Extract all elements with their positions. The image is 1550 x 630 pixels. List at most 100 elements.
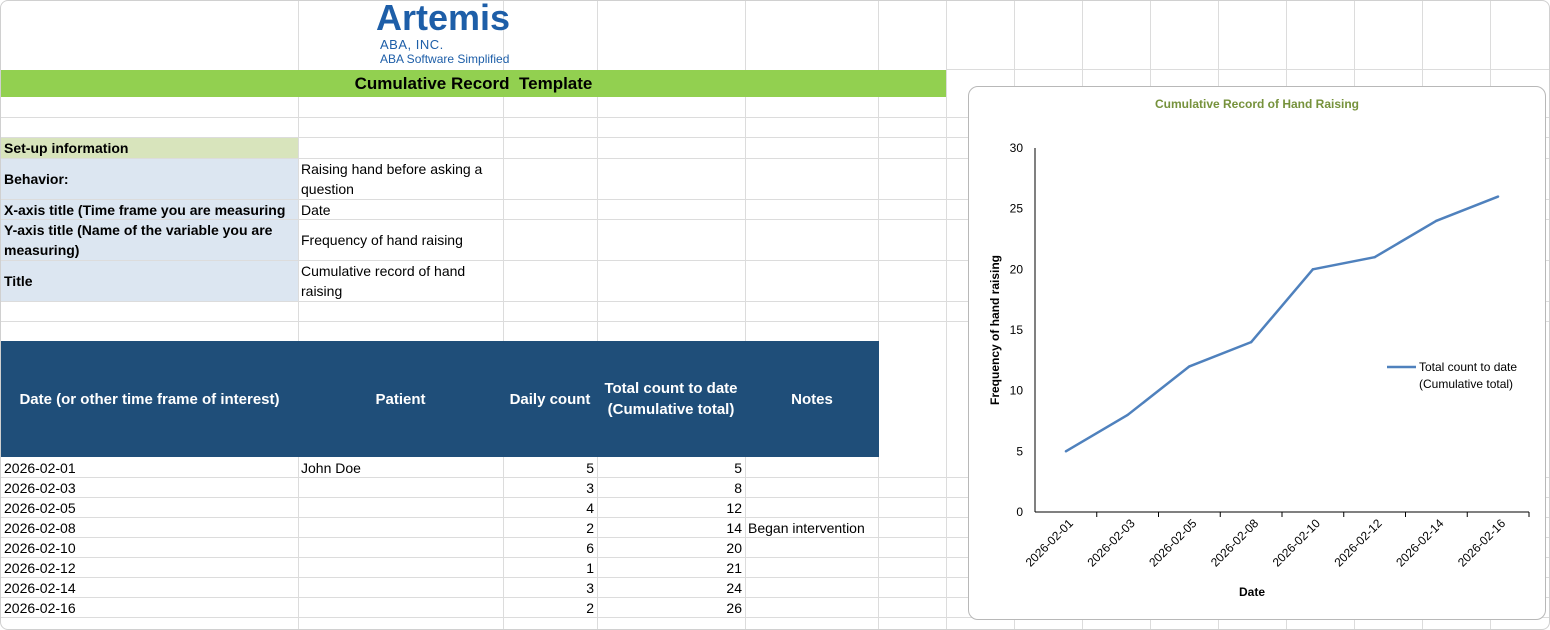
cell-total-count[interactable]: 8 <box>734 480 742 496</box>
y-tick-label: 10 <box>1010 384 1024 398</box>
setup-label-y-axis[interactable]: Y-axis title (Name of the variable you a… <box>1 220 298 260</box>
cell-patient[interactable] <box>298 478 503 498</box>
data-point <box>1249 340 1253 344</box>
legend-label: Total count to date <box>1419 360 1517 374</box>
data-point <box>1064 450 1068 453</box>
cell-date[interactable]: 2026-02-01 <box>4 460 76 476</box>
table-row: 2026-02-14 3 24 <box>1 578 879 598</box>
cell-daily-count[interactable]: 1 <box>586 560 594 576</box>
table-row: 2026-02-12 1 21 <box>1 558 879 578</box>
data-point <box>1126 413 1129 417</box>
cell-patient[interactable] <box>298 518 503 538</box>
cell-notes[interactable] <box>745 458 879 478</box>
column-header-daily-count[interactable]: Daily count <box>509 390 591 408</box>
grid-line <box>1 301 1549 302</box>
table-row: 2026-02-01 John Doe 5 5 <box>1 458 879 478</box>
y-tick-label: 25 <box>1010 202 1024 216</box>
setup-label-text: Y-axis title (Name of the variable you a… <box>4 222 273 258</box>
cell-daily-count[interactable]: 6 <box>586 540 594 556</box>
setup-value-behavior[interactable]: Raising hand before asking a question <box>298 159 503 199</box>
cell-date[interactable]: 2026-02-16 <box>4 600 76 616</box>
cell-date[interactable]: 2026-02-12 <box>4 560 76 576</box>
grid-line <box>745 1 746 70</box>
cell-daily-count[interactable]: 4 <box>586 500 594 516</box>
cell-daily-count[interactable]: 3 <box>586 480 594 496</box>
cell-date[interactable]: 2026-02-05 <box>4 500 76 516</box>
cell-total-count[interactable]: 14 <box>726 520 742 536</box>
grid-line <box>1 577 1549 578</box>
data-point <box>1373 256 1376 259</box>
cell-total-count[interactable]: 26 <box>726 600 742 616</box>
chart-canvas: Cumulative Record of Hand Raising 0 5 10 15 2… <box>988 97 1530 599</box>
data-point <box>1188 365 1191 368</box>
cell-daily-count[interactable]: 3 <box>586 580 594 596</box>
column-header-date[interactable]: Date (or other time frame of interest) <box>19 390 280 408</box>
cell-total-count[interactable]: 21 <box>726 560 742 576</box>
setup-value-text: Cumulative record of hand raising <box>301 263 466 299</box>
grid-line <box>1 557 1549 558</box>
cell-patient[interactable] <box>298 598 503 618</box>
grid-line <box>878 1 879 70</box>
cell-daily-count[interactable]: 2 <box>586 600 594 616</box>
cell-patient[interactable]: John Doe <box>301 460 361 476</box>
y-tick-label: 0 <box>1016 505 1023 519</box>
grid-line <box>1 617 1549 618</box>
setup-value-title[interactable]: Cumulative record of hand raising <box>298 261 503 301</box>
series-line <box>1065 195 1499 453</box>
grid-line <box>298 1 299 629</box>
setup-label-behavior[interactable]: Behavior: <box>1 159 298 199</box>
setup-value-text: Frequency of hand raising <box>301 232 463 248</box>
cell-notes[interactable] <box>745 578 879 598</box>
x-tick-label: 2026-02-05 <box>1146 516 1200 570</box>
table-row: 2026-02-03 3 8 <box>1 478 879 498</box>
cell-date[interactable]: 2026-02-14 <box>4 580 76 596</box>
cell-notes[interactable] <box>745 478 879 498</box>
cell-patient[interactable] <box>298 498 503 518</box>
cell-date[interactable]: 2026-02-03 <box>4 480 76 496</box>
cell-patient[interactable] <box>298 578 503 598</box>
grid-line <box>503 1 504 70</box>
grid-line <box>1 219 1549 220</box>
setup-value-x-axis[interactable]: Date <box>298 200 503 219</box>
cumulative-record-chart[interactable]: Cumulative Record of Hand Raising 0 5 10 15 2… <box>968 86 1546 620</box>
column-header-patient[interactable]: Patient <box>375 390 426 408</box>
setup-value-y-axis[interactable]: Frequency of hand raising <box>298 220 503 260</box>
cell-date[interactable]: 2026-02-08 <box>4 520 76 536</box>
setup-label-title[interactable]: Title <box>1 261 298 301</box>
grid-line <box>1 117 1549 118</box>
cell-total-count[interactable]: 12 <box>726 500 742 516</box>
cell-daily-count[interactable]: 2 <box>586 520 594 536</box>
cell-total-count[interactable]: 5 <box>734 460 742 476</box>
logo-tagline: ABA Software Simplified <box>380 52 510 66</box>
x-tick-label: 2026-02-12 <box>1331 516 1385 570</box>
template-title-banner: Cumulative Record Template <box>1 70 946 97</box>
cell-notes[interactable] <box>745 498 879 518</box>
cell-notes[interactable] <box>745 558 879 578</box>
cell-patient[interactable] <box>298 538 503 558</box>
setup-label-x-axis[interactable]: X-axis title (Time frame you are measuri… <box>1 200 298 219</box>
setup-label-text: X-axis title (Time frame you are measuri… <box>4 201 286 218</box>
y-tick-label: 20 <box>1010 262 1024 276</box>
x-tick-label: 2026-02-10 <box>1270 516 1324 570</box>
x-axis-title: Date <box>1239 585 1265 599</box>
cell-date[interactable]: 2026-02-10 <box>4 540 76 556</box>
y-tick-label: 5 <box>1016 444 1023 458</box>
setup-label-text: Behavior: <box>4 171 69 187</box>
grid-line <box>1 517 1549 518</box>
column-header-notes[interactable]: Notes <box>791 390 833 408</box>
x-tick-label: 2026-02-08 <box>1208 516 1262 570</box>
cell-total-count[interactable]: 20 <box>726 540 742 556</box>
legend-label: (Cumulative total) <box>1419 377 1513 391</box>
cell-total-count[interactable]: 24 <box>726 580 742 596</box>
grid-line <box>1 158 1549 159</box>
cell-daily-count[interactable]: 5 <box>586 460 594 476</box>
cell-notes[interactable] <box>745 538 879 558</box>
column-header-total-count[interactable]: Total count to date (Cumulative total) <box>604 380 738 418</box>
x-tick-label: 2026-02-01 <box>1023 516 1077 570</box>
data-point <box>1311 268 1315 271</box>
cell-patient[interactable] <box>298 558 503 578</box>
cell-notes[interactable]: Began intervention <box>748 520 865 536</box>
cell-notes[interactable] <box>745 598 879 618</box>
table-row: 2026-02-16 2 26 <box>1 598 879 618</box>
